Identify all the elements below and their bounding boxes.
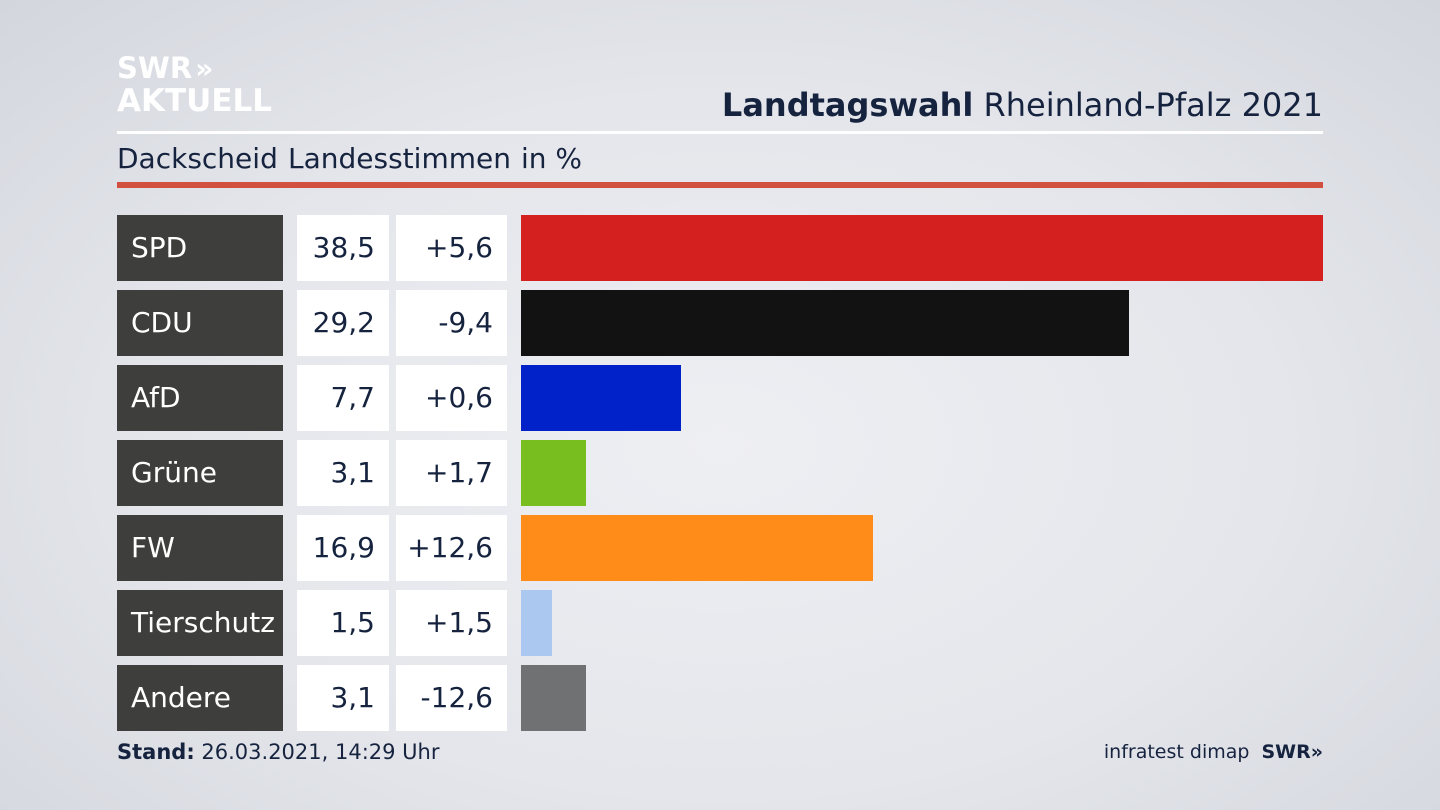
bar <box>521 215 1323 281</box>
accent-divider <box>117 182 1323 188</box>
logo-line2: AKTUELL <box>117 83 273 119</box>
bar <box>521 590 552 656</box>
vote-share-label: 3,1 <box>297 440 389 506</box>
subheader-type: Landesstimmen <box>288 142 511 175</box>
brand-text: SWR <box>1261 741 1311 763</box>
vote-share-label: 7,7 <box>297 365 389 431</box>
brand-chevron-icon: » <box>1310 741 1323 763</box>
party-label: FW <box>117 515 283 581</box>
source-label: infratest dimap <box>1103 741 1250 763</box>
vote-change-label: +1,5 <box>396 590 507 656</box>
chart-title: Landtagswahl Rheinland-Pfalz 2021 <box>722 86 1323 124</box>
logo-line1: SWR <box>117 51 193 85</box>
vote-change-label: -9,4 <box>396 290 507 356</box>
party-label: AfD <box>117 365 283 431</box>
bar <box>521 665 586 731</box>
party-label: Tierschutz <box>117 590 283 656</box>
bar <box>521 515 873 581</box>
subheader-unit: in % <box>521 142 583 175</box>
logo-chevron-icon: » <box>195 51 213 85</box>
stand-label: Stand: <box>117 740 195 764</box>
timestamp: Stand: 26.03.2021, 14:29 Uhr <box>117 740 440 764</box>
vote-share-label: 3,1 <box>297 665 389 731</box>
vote-change-label: +1,7 <box>396 440 507 506</box>
vote-change-label: +12,6 <box>396 515 507 581</box>
title-bold: Landtagswahl <box>721 86 974 124</box>
bar <box>521 365 681 431</box>
bar <box>521 290 1129 356</box>
vote-share-label: 29,2 <box>297 290 389 356</box>
subheader-place: Dackscheid <box>117 142 278 175</box>
party-label: Andere <box>117 665 283 731</box>
source-credit: infratest dimap SWR» <box>1104 741 1323 763</box>
header-divider <box>117 131 1323 134</box>
swr-aktuell-logo: SWR» AKTUELL <box>117 54 272 117</box>
title-rest: Rheinland-Pfalz 2021 <box>973 86 1323 124</box>
party-label: Grüne <box>117 440 283 506</box>
vote-change-label: -12,6 <box>396 665 507 731</box>
vote-change-label: +5,6 <box>396 215 507 281</box>
vote-share-label: 38,5 <box>297 215 389 281</box>
swr-brand: SWR» <box>1261 741 1323 763</box>
stand-value: 26.03.2021, 14:29 Uhr <box>194 740 440 764</box>
bar <box>521 440 586 506</box>
vote-share-label: 1,5 <box>297 590 389 656</box>
party-label: SPD <box>117 215 283 281</box>
vote-change-label: +0,6 <box>396 365 507 431</box>
vote-share-label: 16,9 <box>297 515 389 581</box>
party-label: CDU <box>117 290 283 356</box>
